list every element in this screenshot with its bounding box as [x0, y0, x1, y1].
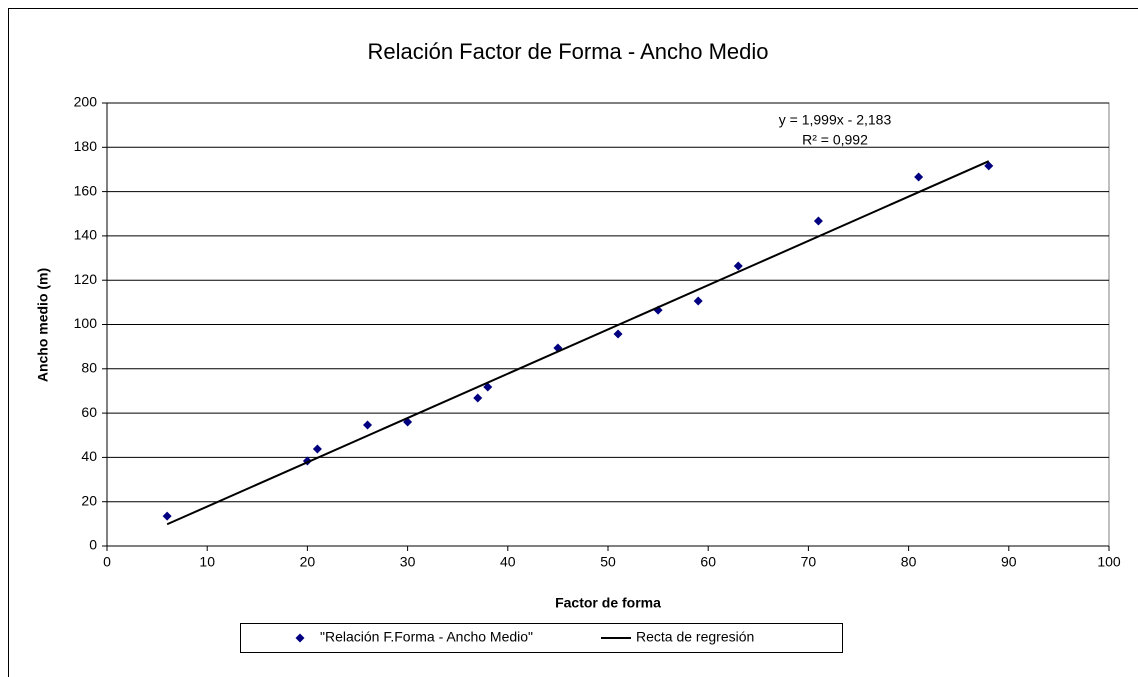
x-tick-label: 40: [500, 554, 516, 570]
legend: [240, 623, 843, 653]
data-point: [813, 216, 823, 226]
data-point: [733, 261, 743, 271]
trendline-equation: y = 1,999x - 2,183: [779, 112, 892, 128]
data-point: [693, 296, 703, 306]
legend-marker: [295, 633, 305, 643]
y-tick-label: 80: [81, 360, 97, 376]
y-tick-label: 180: [74, 138, 98, 154]
data-point: [914, 172, 924, 182]
x-axis-label: Factor de forma: [555, 595, 661, 611]
x-tick-label: 60: [700, 554, 716, 570]
y-tick-label: 40: [81, 448, 97, 464]
y-tick-label: 0: [89, 537, 97, 553]
data-point: [483, 382, 493, 392]
data-point: [473, 393, 483, 403]
x-tick-label: 0: [103, 554, 111, 570]
x-tick-label: 70: [801, 554, 817, 570]
x-tick-label: 90: [1001, 554, 1017, 570]
trendline-r2: R² = 0,992: [802, 132, 868, 148]
x-tick-label: 50: [600, 554, 616, 570]
x-tick-label: 80: [901, 554, 917, 570]
data-point: [162, 511, 172, 521]
data-point: [312, 444, 322, 454]
y-tick-label: 160: [74, 182, 98, 198]
y-tick-label: 200: [74, 94, 98, 110]
trendline: [166, 160, 990, 526]
y-tick-label: 140: [74, 227, 98, 243]
data-point: [363, 420, 373, 430]
chart-title: Relación Factor de Forma - Ancho Medio: [367, 39, 768, 64]
data-point: [613, 329, 623, 339]
x-tick-label: 30: [400, 554, 416, 570]
x-tick-label: 10: [199, 554, 215, 570]
y-tick-label: 60: [81, 404, 97, 420]
data-point: [984, 161, 994, 171]
y-tick-label: 100: [74, 315, 98, 331]
legend-label: Recta de regresión: [636, 629, 754, 645]
y-axis-label: Ancho medio (m): [35, 268, 51, 382]
y-tick-label: 120: [74, 271, 98, 287]
x-tick-label: 100: [1097, 554, 1121, 570]
y-tick-label: 20: [81, 492, 97, 508]
x-tick-label: 20: [300, 554, 316, 570]
legend-label: "Relación F.Forma - Ancho Medio": [320, 629, 533, 645]
